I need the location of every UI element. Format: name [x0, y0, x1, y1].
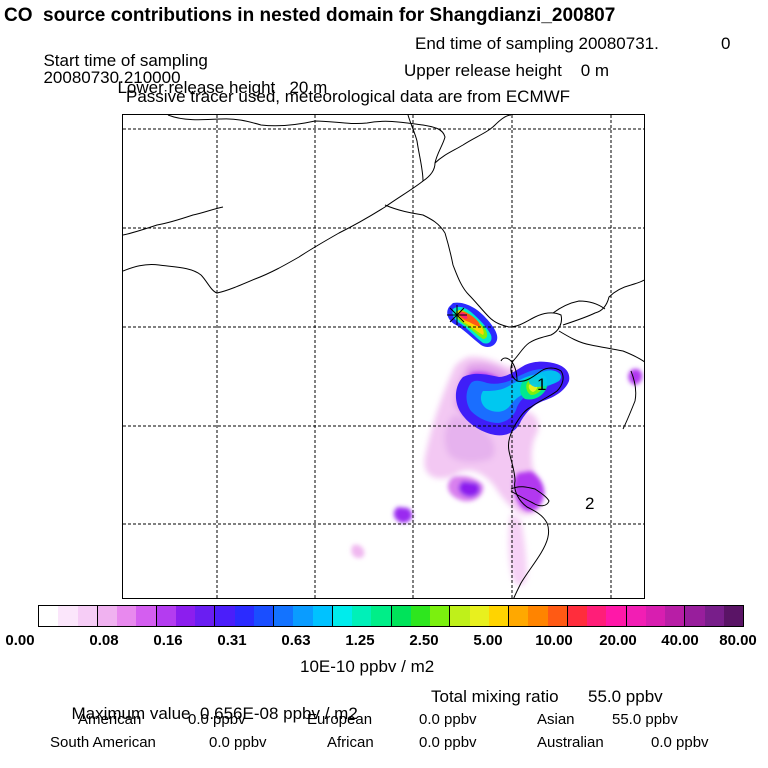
- colorbar-swatch: [723, 606, 743, 626]
- colorbar-swatch: [606, 606, 626, 626]
- colorbar-tick: 0.31: [217, 632, 247, 649]
- max-value-label: Maximum value: [71, 704, 191, 723]
- colorbar-swatch: [331, 606, 352, 626]
- max-value-line: Maximum value 0.656E-08 ppbv / m2 Total …: [62, 688, 662, 756]
- colorbar-swatch: [155, 606, 176, 626]
- colorbar-tick-labels: 0.00 0.08 0.16 0.31 0.63 1.25 2.50 5.00 …: [0, 632, 768, 652]
- colorbar-swatch: [58, 606, 78, 626]
- region-value: 0.0 ppbv: [419, 711, 477, 728]
- plume-station: [447, 302, 498, 348]
- colorbar-tick: 0.00: [5, 632, 35, 649]
- colorbar-swatch: [273, 606, 294, 626]
- grid-lines: [123, 115, 644, 598]
- colorbar-tick: 0.08: [89, 632, 119, 649]
- colorbar-swatch: [508, 606, 529, 626]
- lower-release-value: 20 m: [289, 78, 328, 97]
- end-time-value: 20080731.: [578, 34, 659, 53]
- colorbar-swatch: [234, 606, 254, 626]
- colorbar-tick: 5.00: [473, 632, 503, 649]
- colorbar-swatch: [625, 606, 646, 626]
- region-name: European: [307, 711, 373, 728]
- tracer-note: Passive tracer used, meteorological data…: [126, 87, 571, 106]
- colorbar-swatch: [390, 606, 411, 626]
- colorbar-tick: 0.16: [153, 632, 183, 649]
- lower-release-label: Lower release height: [117, 78, 276, 97]
- upper-release-label: Upper release height: [404, 61, 562, 80]
- colorbar-swatch: [488, 606, 508, 626]
- colorbar-swatch: [312, 606, 332, 626]
- colorbar-swatch: [645, 606, 665, 626]
- end-time-extra: 0: [721, 34, 731, 53]
- region-value: 0.0 ppbv: [419, 734, 477, 751]
- colorbar-swatch: [449, 606, 470, 626]
- region-name: Asian: [537, 711, 575, 728]
- region-name: African: [327, 734, 374, 751]
- map-canvas: 1 2: [123, 115, 644, 598]
- region-value: 0.0 ppbv: [651, 734, 709, 751]
- colorbar-swatch: [547, 606, 567, 626]
- colorbar-swatch: [39, 606, 59, 626]
- colorbar-tick: 40.00: [661, 632, 699, 649]
- region-name: American: [78, 711, 142, 728]
- total-mixing-value: 55.0 ppbv: [588, 687, 663, 706]
- colorbar-tick: 2.50: [409, 632, 439, 649]
- colorbar-tick: 0.63: [281, 632, 311, 649]
- colorbar-swatch: [352, 606, 372, 626]
- colorbar-swatch: [136, 606, 156, 626]
- colorbar-swatch: [293, 606, 313, 626]
- region-value: 0.0 ppbv: [188, 711, 246, 728]
- colorbar-swatch: [253, 606, 273, 626]
- region-value: 0.0 ppbv: [209, 734, 267, 751]
- colorbar-tick: 1.25: [345, 632, 375, 649]
- region-name: Australian: [537, 734, 604, 751]
- colorbar-swatch: [704, 606, 724, 626]
- plume-core: [455, 361, 570, 436]
- colorbar-swatch: [96, 606, 117, 626]
- colorbar-swatch: [587, 606, 607, 626]
- colorbar-swatch: [214, 606, 235, 626]
- region-value: 55.0 ppbv: [612, 711, 678, 728]
- upper-release-value: 0 m: [580, 61, 610, 80]
- total-mixing-label: Total mixing ratio: [431, 687, 559, 706]
- marker-label-1: 1: [537, 375, 546, 394]
- colorbar-tick: 10.00: [535, 632, 573, 649]
- coastlines: [123, 115, 644, 598]
- colorbar-units: 10E-10 ppbv / m2: [300, 657, 435, 676]
- map-panel: 1 2: [122, 114, 645, 599]
- plot-title: CO source contributions in nested domain…: [4, 5, 616, 26]
- colorbar-swatch: [371, 606, 391, 626]
- colorbar-swatch: [77, 606, 97, 626]
- release-heights: Lower release height 20 m Upper release …: [108, 62, 609, 113]
- start-time-value: 20080730.210000: [43, 68, 181, 87]
- colorbar-tick: 20.00: [599, 632, 637, 649]
- end-time-label: End time of sampling: [415, 34, 574, 53]
- max-value: 0.656E-08 ppbv / m2: [199, 704, 358, 723]
- colorbar: [38, 605, 744, 627]
- start-time-label: Start time of sampling: [43, 51, 208, 70]
- colorbar-swatch: [117, 606, 137, 626]
- colorbar-swatch: [195, 606, 215, 626]
- colorbar-swatch: [665, 606, 685, 626]
- colorbar-swatch: [469, 606, 489, 626]
- sampling-times: Start time of sampling 20080730.210000 E…: [34, 35, 730, 120]
- colorbar-swatch: [684, 606, 705, 626]
- colorbar-tick: 80.00: [719, 632, 757, 649]
- asterisk-star-icon: [447, 305, 467, 325]
- colorbar-swatch: [410, 606, 430, 626]
- marker-label-2: 2: [585, 494, 594, 513]
- colorbar-swatch: [566, 606, 587, 626]
- colorbar-swatch: [175, 606, 195, 626]
- region-name: South American: [50, 734, 156, 751]
- colorbar-swatch: [528, 606, 548, 626]
- colorbar-swatch: [430, 606, 450, 626]
